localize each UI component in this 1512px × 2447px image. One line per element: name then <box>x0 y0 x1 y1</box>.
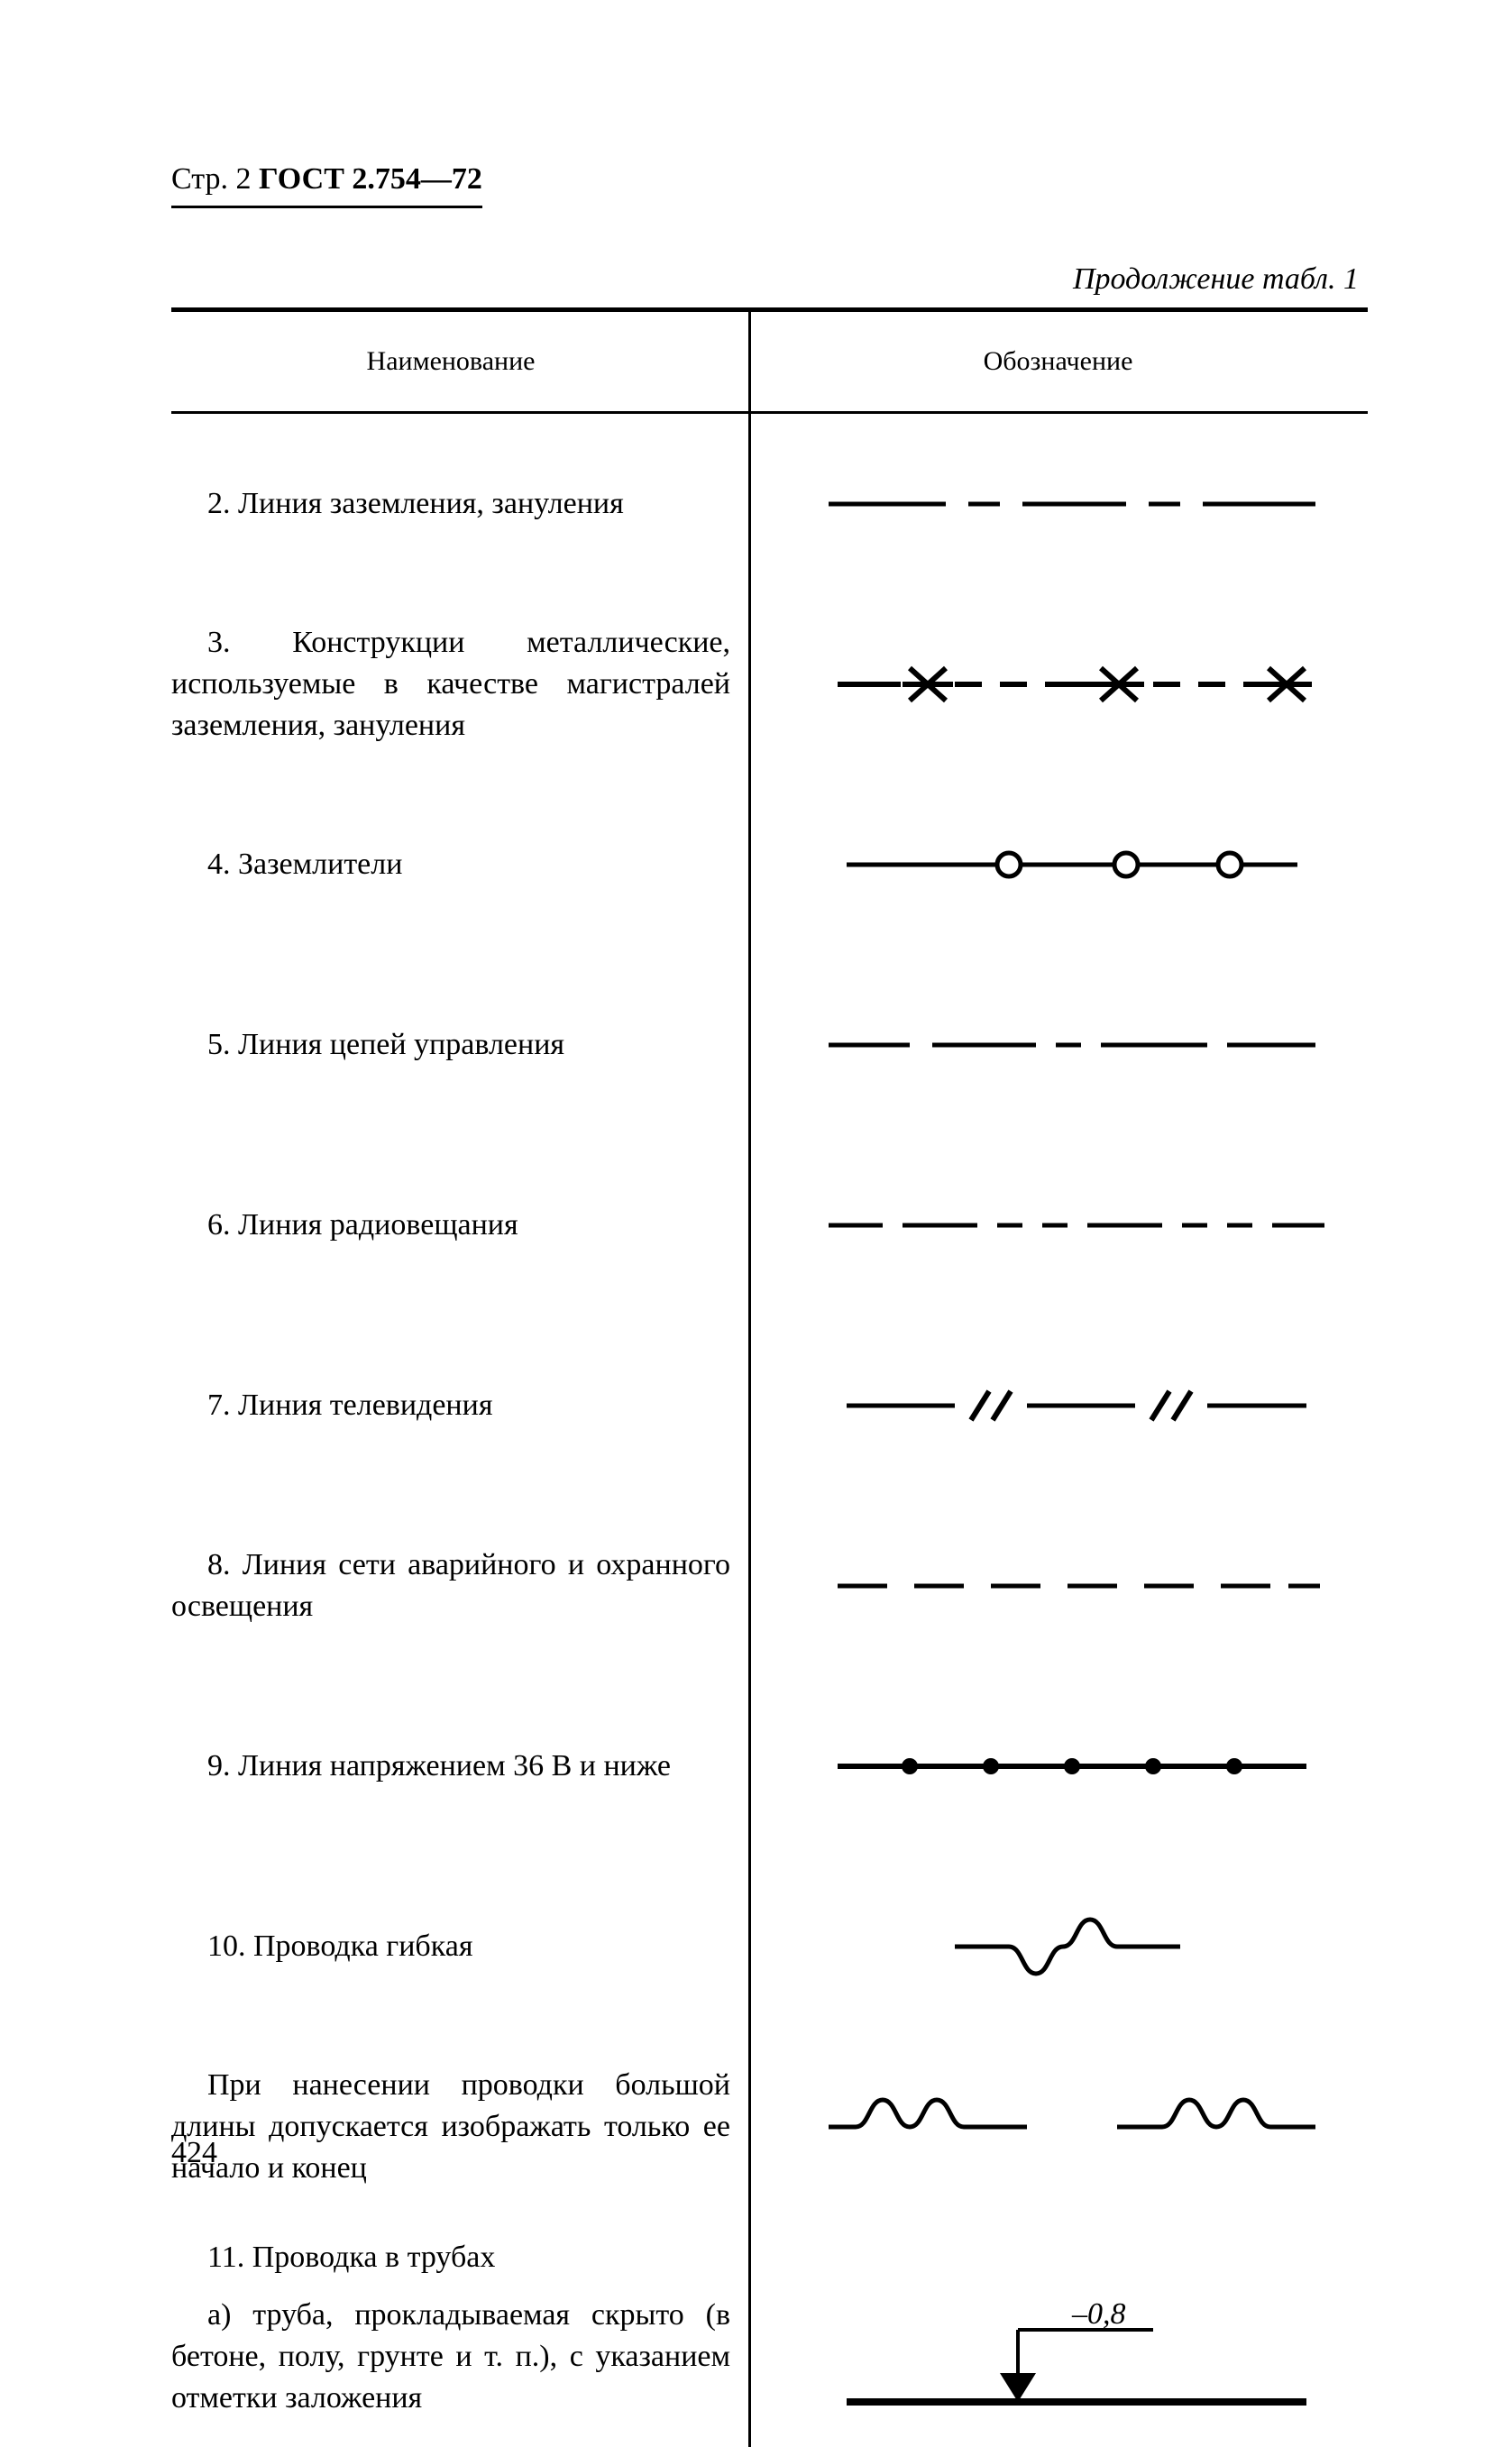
row-symbol <box>748 657 1368 711</box>
table-row: 4. Заземлители <box>171 774 1368 955</box>
column-divider-body <box>748 414 751 2447</box>
table-row: 2. Линия заземления, зануления <box>171 414 1368 594</box>
symbol-metal-struct <box>820 657 1324 711</box>
row-text: 11. Проводка в трубах <box>171 2237 748 2278</box>
row-symbol <box>748 1379 1368 1433</box>
table-header-row: Наименование Обозначение <box>171 312 1368 411</box>
page: Стр. 2 ГОСТ 2.754—72 Продолжение табл. 1… <box>0 0 1512 2278</box>
row-symbol: –0,8 <box>748 2294 1368 2420</box>
table-row: 8. Линия сети аварийного и охранного осв… <box>171 1496 1368 1676</box>
col-header-symbol: Обозначение <box>748 346 1368 377</box>
row-text: 6. Линия радиовещания <box>171 1205 748 1246</box>
symbol-radio-line <box>820 1203 1324 1248</box>
row-text: 10. Проводка гибкая <box>171 1926 748 1967</box>
symbol-low-voltage <box>820 1744 1324 1789</box>
row-text: 7. Линия телевидения <box>171 1385 748 1426</box>
symbol-grounding-electrodes <box>820 842 1324 887</box>
table-row: 3. Конструкции металлические, используем… <box>171 594 1368 774</box>
table: Наименование Обозначение 2. Линия заземл… <box>171 307 1368 2447</box>
column-divider <box>748 312 751 411</box>
symbol-flex-wiring-long <box>820 2086 1324 2167</box>
symbol-pipe-hidden: –0,8 <box>820 2294 1324 2420</box>
table-row: 9. Линия напряжением 36 В и ниже <box>171 1676 1368 1856</box>
page-header-std: ГОСТ 2.754—72 <box>259 162 482 196</box>
symbol-ground-line <box>820 481 1324 527</box>
row-text: а) труба, прокладываемая скрыто (в бетон… <box>171 2295 748 2419</box>
page-number: 424 <box>171 2136 217 2170</box>
table-row: 10. Проводка гибкая <box>171 1856 1368 2037</box>
col-header-name: Наименование <box>171 346 748 377</box>
row-text: 5. Линия цепей управления <box>171 1024 748 1066</box>
table-row: 5. Линия цепей управления <box>171 955 1368 1135</box>
page-header: Стр. 2 ГОСТ 2.754—72 <box>171 162 482 208</box>
table-row: 11. Проводка в трубах <box>171 2217 1368 2285</box>
row-text: При нанесении проводки большой длины доп… <box>171 2065 748 2189</box>
page-header-prefix: Стр. 2 <box>171 162 259 196</box>
row-symbol <box>748 1203 1368 1248</box>
row-text: 4. Заземлители <box>171 844 748 885</box>
row-text: 9. Линия напряжением 36 В и ниже <box>171 1746 748 1787</box>
row-text: 3. Конструкции металлические, используем… <box>171 622 748 747</box>
row-symbol <box>748 1022 1368 1068</box>
table-row: При нанесении проводки большой длины доп… <box>171 2037 1368 2217</box>
row-text: 2. Линия заземления, зануления <box>171 483 748 525</box>
row-symbol <box>748 842 1368 887</box>
row-symbol <box>748 1911 1368 1983</box>
symbol-flex-wiring <box>820 1911 1324 1983</box>
row-text: 8. Линия сети аварийного и охранного осв… <box>171 1544 748 1627</box>
table-body: 2. Линия заземления, зануления <box>171 414 1368 2447</box>
continuation-label: Продолжение табл. 1 <box>171 262 1368 297</box>
row-symbol <box>748 481 1368 527</box>
row-symbol <box>748 1563 1368 1608</box>
table-row: 7. Линия телевидения <box>171 1315 1368 1496</box>
row-symbol <box>748 1744 1368 1789</box>
table-row: 6. Линия радиовещания <box>171 1135 1368 1315</box>
symbol-emergency-lighting <box>820 1563 1324 1608</box>
symbol-tv-line <box>820 1379 1324 1433</box>
symbol-control-line <box>820 1022 1324 1068</box>
table-row: а) труба, прокладываемая скрыто (в бетон… <box>171 2285 1368 2447</box>
row-symbol <box>748 2086 1368 2167</box>
depth-label: –0,8 <box>1071 2297 1126 2331</box>
